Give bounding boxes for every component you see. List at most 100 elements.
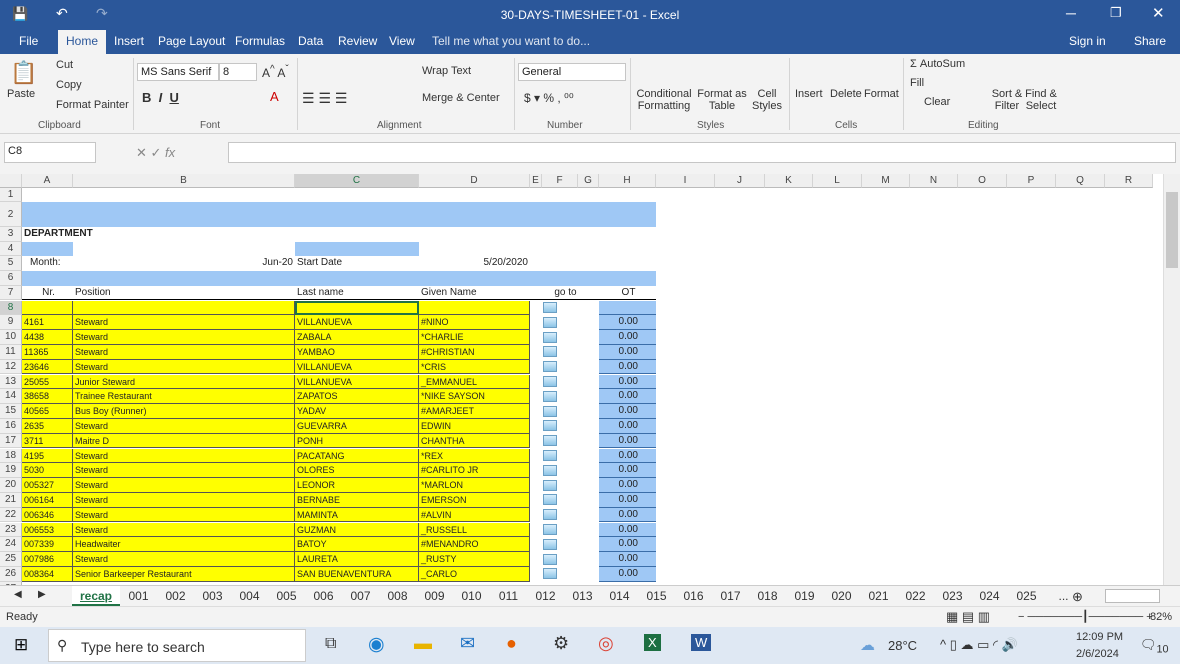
excel-icon[interactable]: X — [644, 634, 661, 651]
paste-icon[interactable]: 📋 — [10, 60, 38, 85]
zoom-slider[interactable]: − ───────┃─────── + — [1018, 611, 1153, 623]
firefox-icon[interactable]: ● — [506, 633, 517, 653]
new-sheet-button[interactable]: ⊕ — [1072, 589, 1083, 604]
insert-cells-button[interactable]: Insert — [795, 88, 823, 100]
sheet-tab-007[interactable]: 007 — [350, 589, 371, 603]
column-header-R[interactable]: R — [1105, 174, 1153, 188]
word-icon[interactable]: W — [691, 634, 712, 651]
column-header-O[interactable]: O — [958, 174, 1007, 188]
zoom-level[interactable]: 82% — [1150, 611, 1173, 623]
delete-cells-button[interactable]: Delete — [830, 88, 862, 100]
column-header-B[interactable]: B — [73, 174, 295, 188]
sheet-tab-023[interactable]: 023 — [942, 589, 963, 603]
go-to-button[interactable] — [543, 479, 557, 491]
go-to-button[interactable] — [543, 376, 557, 387]
go-to-button[interactable] — [543, 302, 557, 313]
sheet-tab-017[interactable]: 017 — [720, 589, 741, 603]
sort-filter-button[interactable]: Sort & Filter — [991, 88, 1023, 112]
windows-start-icon[interactable]: ⊞ — [14, 635, 29, 654]
font-size-select[interactable]: 8 — [219, 63, 257, 81]
column-header-G[interactable]: G — [578, 174, 599, 188]
mail-icon[interactable]: ✉ — [460, 633, 476, 653]
temperature[interactable]: 28°C — [888, 638, 918, 653]
row-header-9[interactable]: 9 — [0, 315, 22, 331]
redo-icon[interactable]: ↷ — [96, 5, 108, 21]
go-to-button[interactable] — [543, 316, 557, 328]
row-header-1[interactable]: 1 — [0, 188, 22, 202]
column-header-I[interactable]: I — [656, 174, 715, 188]
bold-button[interactable]: B I U — [142, 90, 179, 105]
go-to-button[interactable] — [543, 464, 557, 476]
select-all-corner[interactable] — [0, 174, 22, 188]
worksheet-grid[interactable]: A B C D E F G H I J K L M N O P Q R 1 2 3 4 5 6 7 8 9 10 11 12 13 14 15 1… — [0, 174, 1163, 585]
cell-styles-button[interactable]: Cell Styles — [752, 88, 782, 112]
row-header-19[interactable]: 19 — [0, 463, 22, 479]
clear-button[interactable]: Clear — [924, 96, 951, 108]
horizontal-scrollbar[interactable] — [1105, 589, 1160, 603]
weather-icon[interactable]: ☁ — [860, 637, 875, 654]
tab-formulas[interactable]: Formulas — [235, 34, 286, 48]
find-select-button[interactable]: Find & Select — [1025, 88, 1057, 112]
column-header-M[interactable]: M — [862, 174, 910, 188]
row-header-3[interactable]: 3 — [0, 227, 22, 242]
sheet-tab-013[interactable]: 013 — [572, 589, 593, 603]
column-header-H[interactable]: H — [599, 174, 656, 188]
column-header-P[interactable]: P — [1007, 174, 1056, 188]
column-header-L[interactable]: L — [813, 174, 862, 188]
sheet-tab-...[interactable]: ... — [1058, 589, 1069, 603]
tray-icons[interactable]: ^ ▯ ☁ ▭ ◜ 🔊 — [940, 637, 1018, 652]
row-header-7[interactable]: 7 — [0, 285, 22, 301]
tab-home[interactable]: Home — [58, 30, 107, 54]
row-header-27[interactable]: 27 — [0, 581, 22, 585]
row-header-15[interactable]: 15 — [0, 404, 22, 419]
cut-button[interactable]: Cut — [56, 59, 74, 71]
column-header-J[interactable]: J — [715, 174, 765, 188]
row-header-26[interactable]: 26 — [0, 566, 22, 582]
format-as-table-button[interactable]: Format as Table — [697, 88, 747, 112]
sheet-tab-020[interactable]: 020 — [831, 589, 852, 603]
sheet-tab-010[interactable]: 010 — [461, 589, 482, 603]
sheet-tab-008[interactable]: 008 — [387, 589, 408, 603]
autosum-button[interactable]: Σ AutoSum — [910, 58, 966, 70]
font-color-button[interactable]: A — [270, 89, 279, 104]
tab-insert[interactable]: Insert — [114, 34, 145, 48]
conditional-formatting-button[interactable]: Conditional Formatting — [636, 88, 692, 112]
notification-icon[interactable]: 🗨10 — [1140, 637, 1169, 656]
sheet-tab-025[interactable]: 025 — [1016, 589, 1037, 603]
column-header-D[interactable]: D — [419, 174, 530, 188]
sheet-tab-014[interactable]: 014 — [609, 589, 630, 603]
close-button[interactable]: ✕ — [1152, 5, 1165, 22]
scroll-left-icon[interactable]: ◀ — [14, 589, 22, 600]
sheet-tab-003[interactable]: 003 — [202, 589, 223, 603]
column-header-Q[interactable]: Q — [1056, 174, 1105, 188]
row-header-5[interactable]: 5 — [0, 256, 22, 272]
sheet-tab-024[interactable]: 024 — [979, 589, 1000, 603]
file-explorer-icon[interactable]: ▬ — [414, 633, 432, 653]
sheet-tab-006[interactable]: 006 — [313, 589, 334, 603]
sheet-tab-001[interactable]: 001 — [128, 589, 149, 603]
column-header-A[interactable]: A — [22, 174, 73, 188]
row-header-24[interactable]: 24 — [0, 537, 22, 553]
row-header-23[interactable]: 23 — [0, 522, 22, 538]
row-header-13[interactable]: 13 — [0, 374, 22, 390]
sheet-tab-004[interactable]: 004 — [239, 589, 260, 603]
tab-review[interactable]: Review — [338, 34, 378, 48]
sheet-tab-016[interactable]: 016 — [683, 589, 704, 603]
row-header-17[interactable]: 17 — [0, 433, 22, 449]
row-header-18[interactable]: 18 — [0, 448, 22, 464]
minimize-button[interactable]: ─ — [1066, 5, 1076, 21]
go-to-button[interactable] — [543, 331, 557, 343]
fill-button[interactable]: Fill — [910, 77, 925, 89]
sheet-tab-022[interactable]: 022 — [905, 589, 926, 603]
paste-button[interactable]: Paste — [7, 88, 36, 100]
go-to-button[interactable] — [543, 420, 557, 432]
taskbar-search[interactable]: ⚲ Type here to search — [48, 629, 306, 662]
font-grow-button[interactable]: A^ Aˇ — [262, 64, 289, 80]
edge-icon[interactable]: ◉ — [368, 634, 385, 655]
row-header-21[interactable]: 21 — [0, 492, 22, 508]
go-to-button[interactable] — [543, 435, 557, 447]
go-to-button[interactable] — [543, 390, 557, 402]
scroll-right-icon[interactable]: ▶ — [38, 589, 46, 600]
go-to-button[interactable] — [543, 405, 557, 417]
tab-file[interactable]: File — [19, 34, 39, 48]
